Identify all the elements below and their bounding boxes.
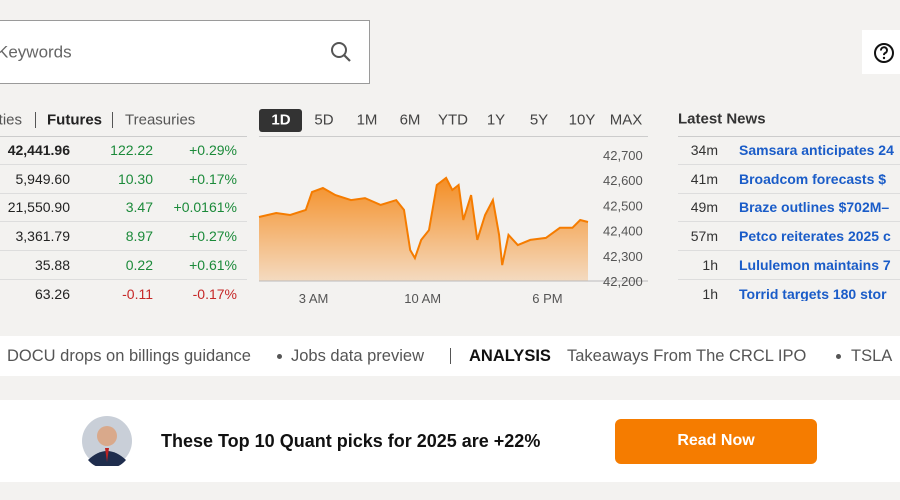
quote-cell: 122.22 bbox=[110, 142, 153, 158]
quote-cell: +0.61% bbox=[189, 256, 237, 273]
quote-cell: 35.88 bbox=[34, 256, 70, 273]
row-divider bbox=[0, 221, 247, 223]
range-tab[interactable]: 5D bbox=[314, 111, 334, 129]
ticker-bullet bbox=[836, 354, 841, 359]
quote-cell: 10.30 bbox=[117, 170, 153, 187]
ticker-item[interactable]: Jobs data preview bbox=[291, 346, 424, 365]
range-tab[interactable]: 1M bbox=[356, 111, 378, 129]
y-tick-label: 42,400 bbox=[603, 224, 643, 239]
news-headline[interactable]: Lululemon maintains 7 bbox=[739, 257, 891, 272]
y-tick-label: 42,600 bbox=[603, 173, 643, 188]
news-headline[interactable]: Broadcom forecasts $ bbox=[739, 171, 887, 186]
quote-cell: +0.17% bbox=[189, 170, 237, 187]
quote-cell: 21,550.90 bbox=[7, 199, 70, 216]
row-divider bbox=[0, 164, 247, 165]
tab-separator bbox=[35, 112, 36, 128]
news-time: 34m bbox=[690, 142, 718, 158]
promo-button-label[interactable]: Read Now bbox=[677, 432, 755, 449]
ticker-bullet bbox=[277, 354, 282, 359]
quote-cell: 8.97 bbox=[125, 228, 153, 245]
range-tab[interactable]: 6M bbox=[399, 111, 421, 129]
row-divider bbox=[678, 250, 900, 252]
range-tab[interactable]: 10Y bbox=[568, 111, 596, 129]
market-tab[interactable]: Equities bbox=[0, 111, 22, 129]
help-icon bbox=[874, 43, 894, 63]
search-placeholder: Keywords bbox=[0, 42, 72, 62]
range-tab[interactable]: 5Y bbox=[529, 111, 549, 129]
quote-cell: 5,949.60 bbox=[15, 170, 71, 187]
y-tick-label: 42,200 bbox=[603, 274, 643, 289]
x-tick-label: 10 AM bbox=[404, 291, 441, 306]
row-divider bbox=[0, 250, 247, 252]
range-tab[interactable]: 1D bbox=[271, 111, 291, 129]
search-icon[interactable] bbox=[330, 41, 352, 63]
x-tick-label: 3 AM bbox=[299, 291, 329, 306]
quote-cell: 63.26 bbox=[34, 285, 70, 302]
avatar bbox=[82, 416, 132, 466]
quote-cell: 3.47 bbox=[125, 199, 153, 216]
price-line bbox=[258, 176, 589, 266]
quote-cell: 42,441.96 bbox=[7, 142, 70, 158]
range-tab[interactable]: YTD bbox=[438, 111, 468, 129]
row-divider bbox=[678, 278, 900, 280]
range-tab[interactable]: MAX bbox=[609, 111, 643, 129]
news-time: 49m bbox=[690, 199, 718, 216]
news-headline[interactable]: Torrid targets 180 stor bbox=[739, 286, 887, 301]
news-time: 41m bbox=[690, 170, 718, 187]
row-divider bbox=[678, 221, 900, 223]
news-headline[interactable]: Braze outlines $702M– bbox=[739, 200, 890, 215]
promo-headline: These Top 10 Quant picks for 2025 are +2… bbox=[161, 431, 541, 451]
ticker-item[interactable]: TSLA bbox=[851, 347, 893, 365]
row-divider bbox=[678, 192, 900, 194]
row-divider bbox=[678, 164, 900, 165]
tab-separator bbox=[112, 112, 113, 128]
promo-button[interactable] bbox=[615, 419, 817, 464]
ticker-item[interactable]: DOCU drops on billings guidance bbox=[7, 346, 251, 365]
market-tab[interactable]: Treasuries bbox=[125, 111, 196, 129]
divider bbox=[678, 136, 900, 137]
quote-cell: -0.17% bbox=[192, 285, 237, 302]
x-tick-label: 6 PM bbox=[532, 291, 562, 306]
quote-cell: 3,361.79 bbox=[15, 228, 71, 245]
y-tick-label: 42,300 bbox=[603, 249, 643, 264]
quote-cell: 0.22 bbox=[125, 256, 153, 273]
ticker-item[interactable]: Takeaways From The CRCL IPO bbox=[567, 346, 807, 365]
news-headline[interactable]: Petco reiterates 2025 c bbox=[739, 229, 891, 244]
news-title: Latest News bbox=[678, 110, 766, 128]
quote-cell: +0.27% bbox=[189, 228, 237, 245]
y-tick-label: 42,500 bbox=[603, 198, 643, 213]
y-tick-label: 42,700 bbox=[603, 148, 643, 163]
quote-cell: -0.11 bbox=[122, 285, 153, 302]
row-divider bbox=[0, 192, 247, 194]
market-tab[interactable]: Futures bbox=[47, 111, 103, 129]
news-time: 1h bbox=[702, 285, 718, 302]
quote-cell: +0.29% bbox=[189, 142, 237, 158]
quote-cell: +0.0161% bbox=[173, 199, 237, 216]
ticker-label: ANALYSIS bbox=[469, 346, 551, 365]
news-headline[interactable]: Samsara anticipates 24 bbox=[739, 143, 894, 157]
range-tab[interactable]: 1Y bbox=[486, 111, 506, 129]
search-box[interactable] bbox=[0, 20, 370, 84]
area-fill bbox=[259, 177, 588, 281]
range-tab-active[interactable] bbox=[259, 109, 302, 132]
divider bbox=[0, 136, 247, 137]
chart: 42,700 42,600 42,500 42,400 42,300 42,200 3 AM… bbox=[258, 148, 648, 306]
ticker-separator bbox=[450, 348, 451, 364]
news-time: 1h bbox=[702, 256, 718, 273]
row-divider bbox=[0, 278, 247, 280]
news-time: 57m bbox=[690, 228, 718, 245]
divider bbox=[259, 136, 648, 137]
